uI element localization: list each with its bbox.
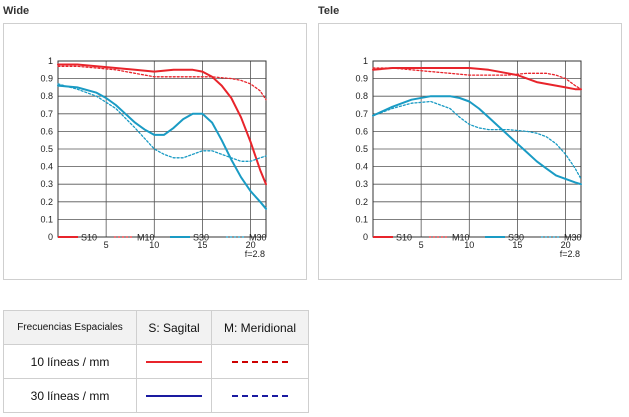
chart-panel-tele: 0 0.1 0.2 0.3 0.4 0.5 0.6 0.7 0.8 0.9 1 5 10 15 20 S10 M… (318, 23, 622, 280)
x-tick-label: 20 (246, 240, 256, 250)
legend-table-header-row: Frecuencias Espaciales S: Sagital M: Mer… (3, 310, 309, 345)
y-tick-label: 0 (48, 232, 53, 242)
x-tick-label: 5 (104, 240, 109, 250)
y-tick-label: 0.4 (40, 162, 53, 172)
row-label-30-lines: 30 líneas / mm (3, 378, 137, 413)
y-tick-label: 0.3 (355, 179, 368, 189)
y-tick-label: 0 (363, 232, 368, 242)
series-line-m10 (57, 65, 267, 101)
series-line-s10 (57, 63, 267, 186)
series-line-s30 (372, 95, 582, 186)
legend-label-s10: S10 (81, 233, 97, 243)
y-tick-label: 0.1 (40, 214, 53, 224)
legend-label-m10: M10 (452, 233, 470, 243)
header-meridional: M: Meridional (211, 310, 309, 345)
legend-label-s30: S30 (508, 233, 524, 243)
header-frequencies: Frecuencias Espaciales (3, 310, 137, 345)
y-tick-label: 0.4 (355, 162, 368, 172)
y-tick-label: 0.8 (355, 91, 368, 101)
x-tick-label: 15 (512, 240, 522, 250)
sample-line-meridional-10 (232, 361, 288, 364)
y-tick-label: 0.5 (355, 144, 368, 154)
y-tick-label: 0.7 (355, 109, 368, 119)
legend-label-m10: M10 (137, 233, 155, 243)
y-tick-label: 0.7 (40, 109, 53, 119)
chart-panel-wide: 0 0.1 0.2 0.3 0.4 0.5 0.6 0.7 0.8 0.9 1 5 10 15 20 S10 M… (3, 23, 307, 280)
row-label-10-lines: 10 líneas / mm (3, 344, 137, 379)
y-tick-label: 0.9 (40, 74, 53, 84)
series-line-m30 (372, 100, 582, 180)
sample-line-sagital-30 (146, 395, 202, 398)
series-line-s30 (57, 84, 267, 210)
legend-label-m30: M30 (249, 233, 267, 243)
x-tick-label: 20 (561, 240, 571, 250)
y-tick-label: 0.2 (40, 197, 53, 207)
x-tick-label: 5 (419, 240, 424, 250)
series-line-m30 (57, 83, 267, 162)
aperture-note: f=2.8 (245, 249, 265, 259)
legend-label-m30: M30 (564, 233, 582, 243)
y-tick-label: 0.3 (40, 179, 53, 189)
series-line-m10 (372, 67, 582, 90)
sample-line-sagital-10 (146, 361, 202, 364)
y-tick-label: 0.6 (355, 126, 368, 136)
x-tick-label: 15 (197, 240, 207, 250)
chart-title-tele: Tele (318, 5, 340, 17)
legend-row-10: 10 líneas / mm (3, 344, 309, 379)
y-tick-label: 0.9 (355, 74, 368, 84)
legend-label-s30: S30 (193, 233, 209, 243)
chart-title-wide: Wide (3, 5, 30, 17)
y-tick-label: 0.6 (40, 126, 53, 136)
aperture-note: f=2.8 (560, 249, 580, 259)
y-tick-label: 1 (363, 56, 368, 66)
plot-frame (57, 60, 267, 238)
sample-line-meridional-30 (232, 395, 288, 398)
y-tick-label: 0.5 (40, 144, 53, 154)
y-tick-label: 0.1 (355, 214, 368, 224)
header-sagital: S: Sagital (136, 310, 212, 345)
x-tick-label: 10 (464, 240, 474, 250)
legend-row-30: 30 líneas / mm (3, 378, 309, 413)
x-tick-label: 10 (149, 240, 159, 250)
y-tick-label: 0.2 (355, 197, 368, 207)
legend-label-s10: S10 (396, 233, 412, 243)
y-tick-label: 1 (48, 56, 53, 66)
y-tick-label: 0.8 (40, 91, 53, 101)
plot-frame (372, 60, 582, 238)
frequency-legend-table: Frecuencias Espaciales S: Sagital M: Mer… (3, 310, 309, 413)
